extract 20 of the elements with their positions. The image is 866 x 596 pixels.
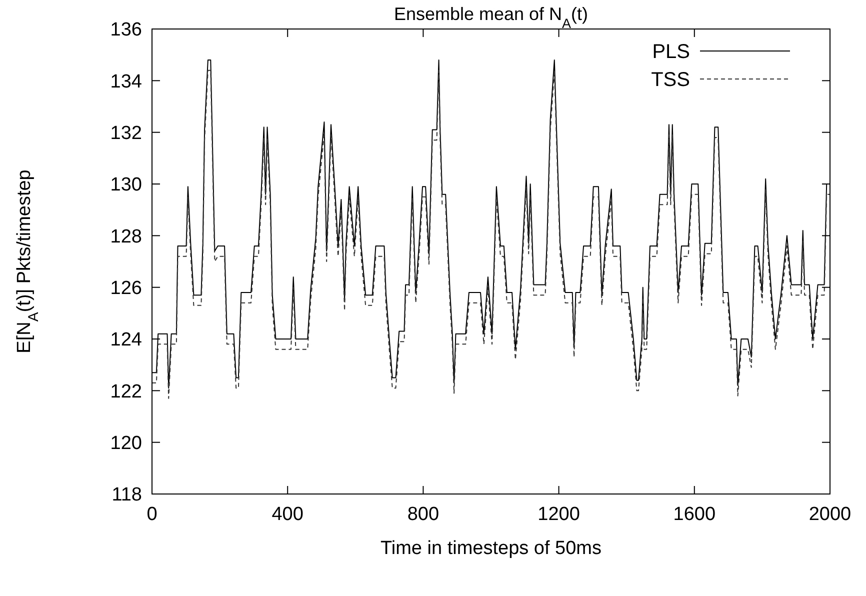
- x-tick-label: 400: [272, 504, 304, 525]
- x-tick-label: 2000: [808, 504, 852, 525]
- y-tick-label: 122: [110, 381, 142, 402]
- y-tick-label: 136: [110, 20, 142, 41]
- x-tick-label: 1200: [538, 504, 580, 525]
- y-tick-label: 126: [110, 278, 142, 299]
- legend-label: TSS: [651, 69, 690, 91]
- x-tick-label: 0: [146, 504, 158, 525]
- x-tick-label: 1600: [673, 504, 716, 525]
- y-tick-label: 124: [110, 330, 142, 351]
- x-tick-label: 800: [407, 504, 440, 525]
- x-axis-title: Time in timesteps of 50ms: [380, 538, 602, 559]
- legend-label: PLS: [652, 41, 690, 63]
- y-tick-label: 130: [110, 174, 142, 196]
- y-tick-label: 128: [110, 226, 142, 248]
- y-tick-label: 134: [110, 71, 142, 92]
- y-tick-label: 132: [110, 122, 142, 144]
- y-tick-label: 120: [110, 432, 142, 454]
- chart-title: Ensemble mean of N$_{A}$(t): [394, 4, 588, 30]
- y-tick-label: 118: [112, 484, 142, 506]
